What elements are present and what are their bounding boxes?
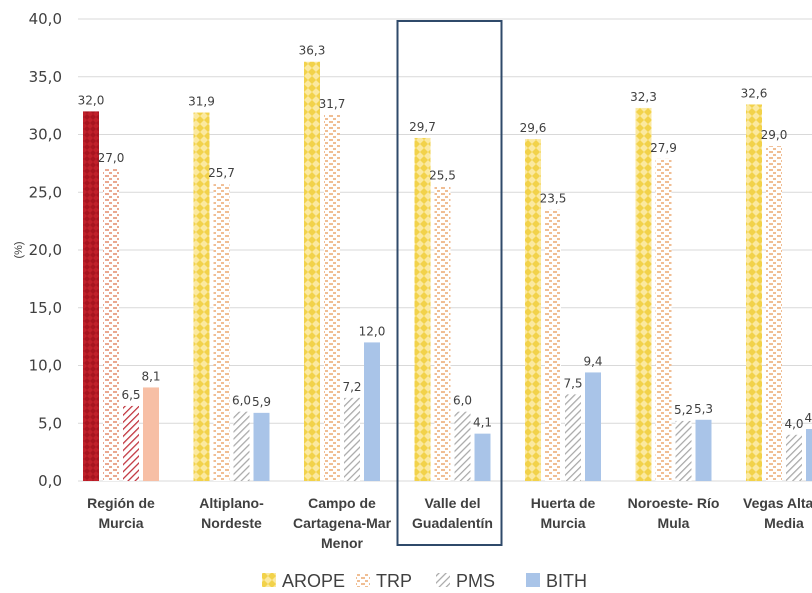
bar-arope — [414, 137, 431, 481]
y-axis-label: (%) — [13, 241, 25, 258]
category-label: Huerta de Murcia — [531, 495, 596, 531]
y-tick-label: 0,0 — [38, 472, 62, 490]
category-label: Vegas Alta yMedia — [743, 495, 812, 531]
bar-bith — [806, 429, 812, 481]
bar-pms — [123, 405, 139, 481]
data-labels: 32,027,06,58,131,925,76,0 5,936,331,77,21… — [78, 44, 812, 431]
data-label: 6,0 — [232, 394, 251, 408]
data-label: 7,5 — [563, 376, 582, 390]
bar-arope — [746, 104, 762, 481]
data-label: 29,0 — [761, 128, 788, 142]
bar-pms — [233, 411, 250, 481]
legend-swatch-pms — [436, 573, 450, 587]
data-label: 5,3 — [694, 402, 713, 416]
legend-swatch-arope — [262, 573, 276, 587]
data-label: 25,5 — [429, 168, 456, 182]
data-label: 27,9 — [650, 141, 677, 155]
bar-pms — [344, 397, 360, 481]
bar-trp — [545, 209, 561, 481]
bar-pms — [786, 434, 802, 481]
category-label: Valle del Guadalentín — [412, 495, 493, 531]
bar-trp — [655, 158, 672, 481]
data-label: 9,4 — [583, 354, 602, 368]
category-label: Campo de Cartagena-Mar Menor — [293, 495, 392, 551]
bar-bith — [364, 342, 380, 481]
bar-trp — [103, 169, 119, 481]
legend: AROPE TRP PMS BITH — [262, 571, 587, 591]
bar-bith — [695, 419, 712, 481]
legend-label: TRP — [376, 571, 412, 591]
data-label: 6,0 — [453, 394, 472, 408]
data-label: 8,1 — [141, 369, 160, 383]
bar-trp — [434, 186, 451, 481]
data-label: 25,7 — [208, 166, 235, 180]
bar-bith — [474, 433, 491, 481]
data-label: 5,2 — [674, 403, 693, 417]
data-label: 32,0 — [78, 93, 105, 107]
y-tick-label: 35,0 — [29, 68, 62, 86]
bar-arope — [304, 61, 320, 482]
legend-label: PMS — [456, 571, 495, 591]
bars — [83, 61, 812, 482]
bar-bith — [143, 387, 159, 481]
bar-arope — [525, 139, 541, 481]
data-label: 31,9 — [188, 95, 215, 109]
legend-label: AROPE — [282, 571, 345, 591]
y-tick-label: 15,0 — [29, 299, 62, 317]
y-tick-label: 40,0 — [29, 10, 62, 28]
data-label: 7,2 — [342, 380, 361, 394]
data-label: 32,3 — [630, 90, 657, 104]
data-label: 12,0 — [359, 324, 386, 338]
data-label: 5,9 — [252, 395, 271, 409]
data-label: 29,6 — [520, 121, 547, 135]
bar-bith — [253, 412, 270, 481]
highlight-box — [396, 20, 503, 546]
bar-pms — [454, 411, 471, 481]
bar-pms — [675, 420, 692, 481]
category-labels: Región de Murcia Altiplano-Nordeste Campo d… — [87, 495, 812, 551]
data-label: 4,5 — [804, 411, 812, 425]
y-tick-label: 5,0 — [38, 414, 62, 432]
legend-label: BITH — [546, 571, 587, 591]
category-label: Región de Murcia — [87, 495, 155, 531]
bar-pms — [565, 394, 581, 481]
y-tick-label: 20,0 — [29, 241, 62, 259]
data-label: 6,5 — [121, 388, 140, 402]
bar-arope — [193, 112, 210, 482]
bar-bith — [585, 372, 601, 481]
bar-trp — [324, 114, 340, 482]
bar-arope — [635, 107, 652, 481]
y-axis-ticks: 0,0 5,0 10,0 15,0 20,0 25,0 30,0 35,0 40,0 — [29, 10, 62, 490]
legend-swatch-trp — [356, 573, 370, 587]
bar-arope — [83, 111, 99, 482]
data-label: 31,7 — [319, 97, 346, 111]
data-label: 36,3 — [299, 44, 326, 58]
category-label: Altiplano-Nordeste — [199, 495, 264, 531]
data-label: 32,6 — [741, 86, 768, 100]
y-tick-label: 25,0 — [29, 183, 62, 201]
y-tick-label: 10,0 — [29, 357, 62, 375]
data-label: 4,1 — [473, 416, 492, 430]
data-label: 27,0 — [98, 151, 125, 165]
bar-trp — [766, 146, 782, 482]
data-label: 23,5 — [540, 192, 567, 206]
y-tick-label: 30,0 — [29, 126, 62, 144]
legend-swatch-bith — [526, 573, 540, 587]
data-label: 29,7 — [409, 120, 436, 134]
data-label: 4,0 — [784, 417, 803, 431]
bar-trp — [213, 184, 230, 482]
category-label: Noroeste- Río Mula — [628, 495, 720, 531]
